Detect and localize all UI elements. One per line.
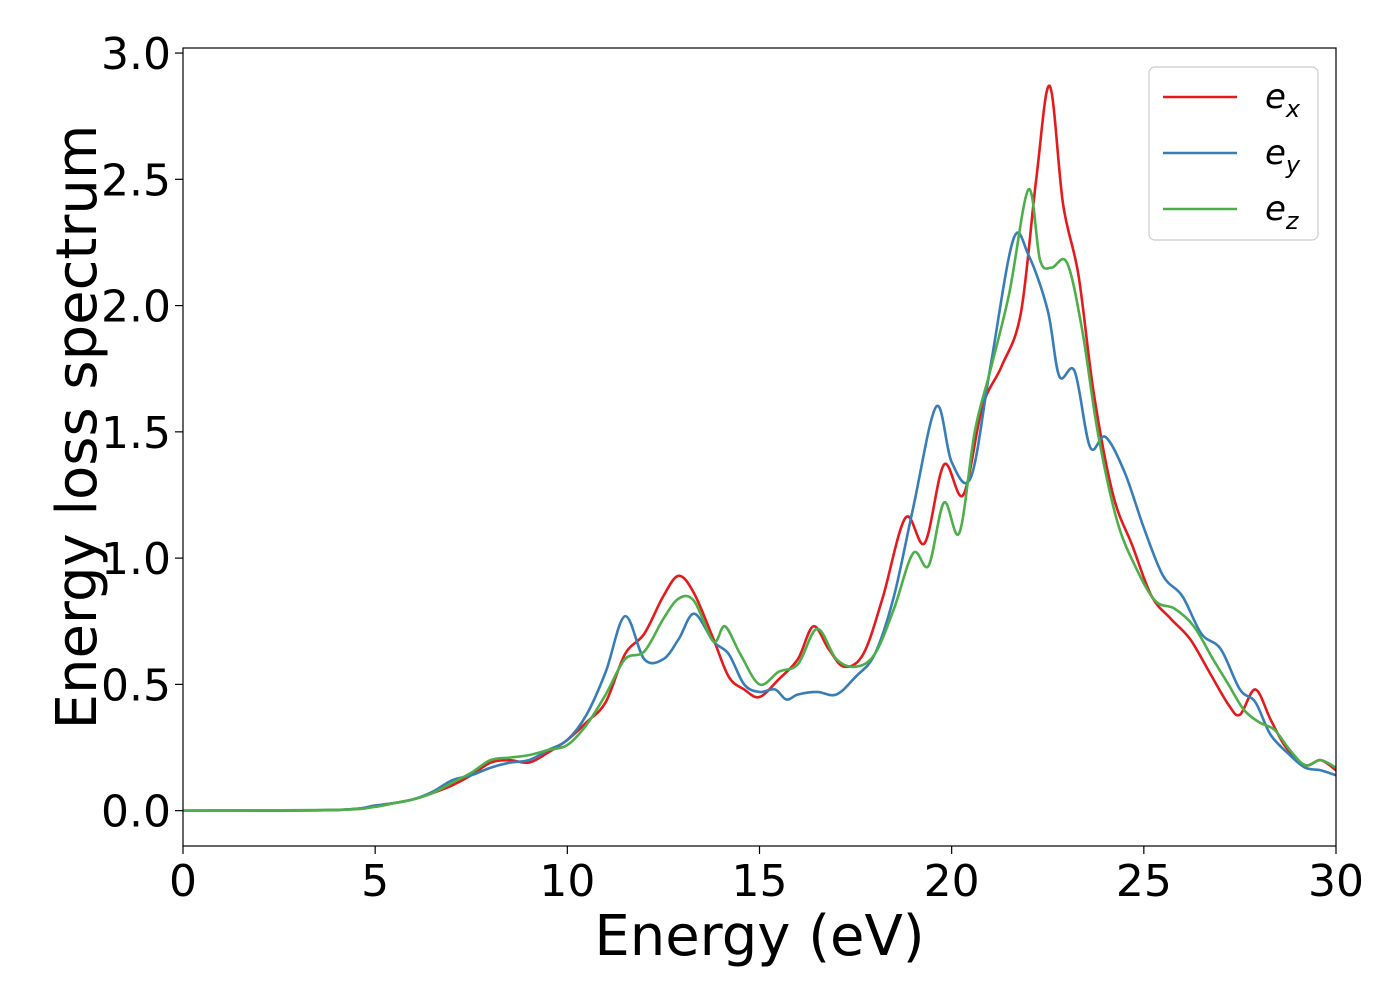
x-tick-label: 0 xyxy=(169,856,197,907)
legend-label-x: ex xyxy=(1265,77,1301,123)
legend-label-z: ez xyxy=(1265,189,1300,235)
y-tick-label: 0.0 xyxy=(101,787,171,838)
y-tick-label: 3.0 xyxy=(101,29,171,80)
series-line-y xyxy=(183,231,1336,812)
y-axis-ticks: 0.0 0.5 1.0 1.5 2.0 2.5 3.0 xyxy=(101,29,183,838)
x-tick-label: 25 xyxy=(1116,856,1172,907)
legend-item-y: ey xyxy=(1163,133,1301,179)
y-axis-label: Energy loss spectrum xyxy=(45,125,110,730)
legend-label-y: ey xyxy=(1265,133,1301,179)
y-tick-label: 1.5 xyxy=(101,408,171,459)
x-tick-label: 20 xyxy=(924,856,980,907)
legend-item-x: ex xyxy=(1163,77,1301,123)
plot-area xyxy=(182,47,1337,847)
x-tick-label: 10 xyxy=(539,856,595,907)
legend-item-z: ez xyxy=(1163,189,1300,235)
y-tick-label: 2.5 xyxy=(101,155,171,206)
y-tick-label: 1.0 xyxy=(101,534,171,585)
x-tick-label: 30 xyxy=(1308,856,1364,907)
x-tick-label: 5 xyxy=(361,856,389,907)
y-tick-label: 0.5 xyxy=(101,660,171,711)
legend: ex ey ez xyxy=(1148,66,1319,241)
series-line-z xyxy=(183,188,1336,812)
x-axis-label: Energy (eV) xyxy=(594,904,924,969)
series-layer xyxy=(183,84,1336,812)
x-axis-ticks: 0 5 10 15 20 25 30 xyxy=(169,846,1364,907)
x-tick-label: 15 xyxy=(732,856,788,907)
y-tick-label: 2.0 xyxy=(101,282,171,333)
